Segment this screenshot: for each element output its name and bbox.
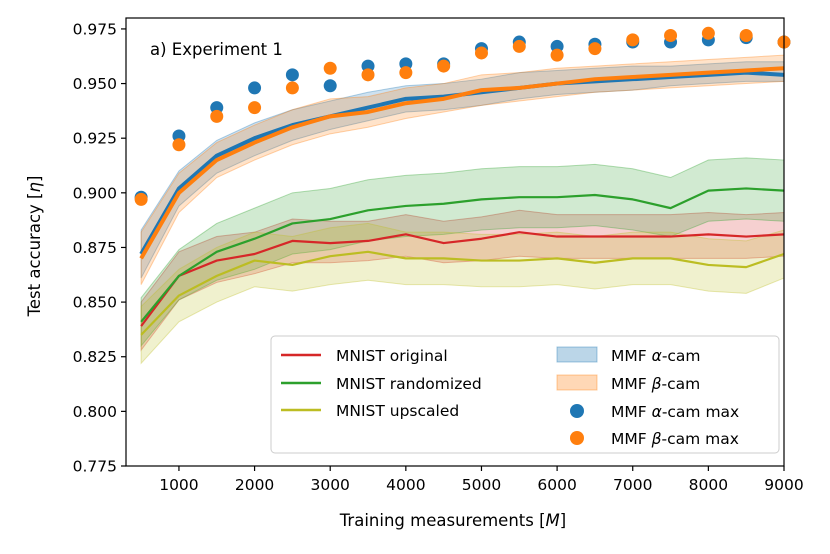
point-mmf-beta-cam-max <box>248 101 262 115</box>
legend-swatch-patch <box>556 374 598 391</box>
point-mmf-beta-cam-max <box>739 28 753 42</box>
legend-swatch-dot <box>570 431 584 445</box>
point-mmf-beta-cam-max <box>323 61 337 75</box>
point-mmf-beta-cam-max <box>399 66 413 80</box>
point-mmf-alpha-cam-max <box>323 79 337 93</box>
x-tick-label: 2000 <box>235 476 274 494</box>
x-tick-label: 3000 <box>310 476 349 494</box>
point-mmf-beta-cam-max <box>361 68 375 82</box>
x-tick-label: 1000 <box>159 476 198 494</box>
annotation-experiment: a) Experiment 1 <box>150 40 283 59</box>
legend-label: MNIST randomized <box>336 375 482 393</box>
y-tick-label: 0.875 <box>73 239 117 257</box>
legend-label: MNIST upscaled <box>336 402 459 420</box>
x-tick-label: 5000 <box>462 476 501 494</box>
point-mmf-alpha-cam-max <box>248 81 262 95</box>
axes: 1000 2000 3000 4000 5000 6000 7000 8000 9000 0.77… <box>73 17 804 494</box>
point-mmf-alpha-cam-max <box>285 68 299 82</box>
y-axis-label: Test accuracy [η] <box>25 176 44 318</box>
point-mmf-beta-cam-max <box>588 42 602 56</box>
x-tick-label: 9000 <box>764 476 803 494</box>
legend-entry-mmf-alpha-cam: MMF α-cam <box>556 346 701 365</box>
legend-entry-mnist-original: MNIST original <box>281 347 448 365</box>
y-tick-label: 0.850 <box>73 294 117 312</box>
point-mmf-beta-cam-max <box>134 192 148 206</box>
x-tick-label: 8000 <box>689 476 728 494</box>
x-tick-label: 4000 <box>386 476 425 494</box>
y-tick-label: 0.775 <box>73 458 117 476</box>
legend-entry-mnist-randomized: MNIST randomized <box>281 375 482 393</box>
point-mmf-beta-cam-max <box>474 46 488 60</box>
point-mmf-beta-cam-max <box>701 26 715 40</box>
point-mmf-beta-cam-max <box>437 59 451 73</box>
legend-frame <box>270 335 780 454</box>
legend-swatch-dot <box>570 404 584 418</box>
point-mmf-beta-cam-max <box>550 48 564 62</box>
y-tick-label: 0.925 <box>73 130 117 148</box>
legend-entry-mnist-upscaled: MNIST upscaled <box>281 402 459 420</box>
y-tick-label: 0.950 <box>73 75 117 93</box>
legend-label: MMF β-cam max <box>611 430 739 448</box>
line-mnist-randomized <box>140 187 785 323</box>
legend-entry-mmf-beta-cam: MMF β-cam <box>556 374 700 393</box>
line-mmf-beta-cam <box>139 66 785 260</box>
x-tick-label: 6000 <box>537 476 576 494</box>
y-tick-label: 0.825 <box>73 348 117 366</box>
legend: MNIST original MNIST randomized MNIST up… <box>270 335 780 454</box>
point-mmf-beta-cam-max <box>512 39 526 53</box>
plot-frame <box>125 17 785 467</box>
x-axis-label: Training measurements [M] <box>339 511 566 530</box>
legend-entry-mmf-beta-cam-max: MMF β-cam max <box>570 430 739 448</box>
legend-entry-mmf-alpha-cam-max: MMF α-cam max <box>570 403 739 421</box>
y-tick-label: 0.975 <box>73 20 117 38</box>
confidence-bands <box>140 54 785 365</box>
legend-label: MNIST original <box>336 347 448 365</box>
point-mmf-beta-cam-max <box>210 109 224 123</box>
scatter-points <box>134 26 791 206</box>
legend-swatch-patch <box>556 346 598 363</box>
legend-label: MMF α-cam max <box>611 403 739 421</box>
point-mmf-beta-cam-max <box>664 28 678 42</box>
y-tick-label: 0.800 <box>73 403 117 421</box>
line-mnist-upscaled <box>140 250 785 336</box>
line-mnist-original <box>140 231 785 327</box>
y-tick-label: 0.900 <box>73 184 117 202</box>
point-mmf-beta-cam-max <box>172 138 186 152</box>
series-lines <box>139 66 785 336</box>
point-mmf-beta-cam-max <box>285 81 299 95</box>
x-tick-label: 7000 <box>613 476 652 494</box>
legend-label: MMF α-cam <box>611 347 701 365</box>
legend-label: MMF β-cam <box>611 375 700 393</box>
point-mmf-beta-cam-max <box>626 33 640 47</box>
